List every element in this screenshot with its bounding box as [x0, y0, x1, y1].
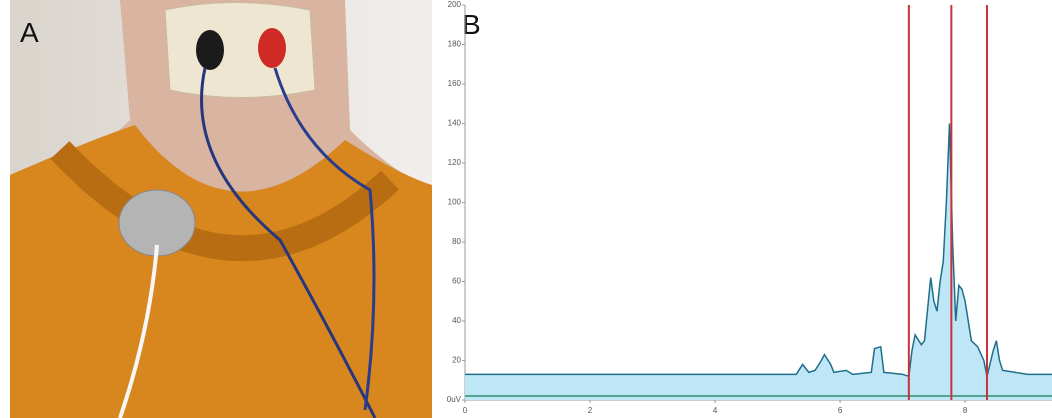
y-tick-label: 140 — [448, 119, 462, 128]
red-lead — [258, 28, 286, 68]
x-tick-label: 2 — [588, 406, 593, 415]
figure: A B 0uV2040608010012014016018020002468 — [0, 0, 1052, 418]
y-tick-label: 100 — [448, 198, 462, 207]
y-tick-label: 180 — [448, 40, 462, 49]
y-tick-label: 80 — [452, 237, 461, 246]
electrode-patch — [165, 3, 315, 98]
x-tick-label: 6 — [838, 406, 843, 415]
y-tick-label: 120 — [448, 158, 462, 167]
x-tick-label: 8 — [963, 406, 968, 415]
panel-label: A — [20, 17, 39, 48]
x-tick-label: 0 — [463, 406, 468, 415]
black-lead — [196, 30, 224, 70]
y-tick-label: 60 — [452, 277, 461, 286]
y-tick-label: 0uV — [447, 395, 462, 404]
x-tick-label: 4 — [713, 406, 718, 415]
photo: A — [10, 0, 432, 418]
area — [465, 124, 1052, 401]
y-tick-label: 20 — [452, 356, 461, 365]
y-tick-label: 40 — [452, 316, 461, 325]
y-tick-label: 200 — [448, 0, 462, 9]
y-tick-label: 160 — [448, 79, 462, 88]
